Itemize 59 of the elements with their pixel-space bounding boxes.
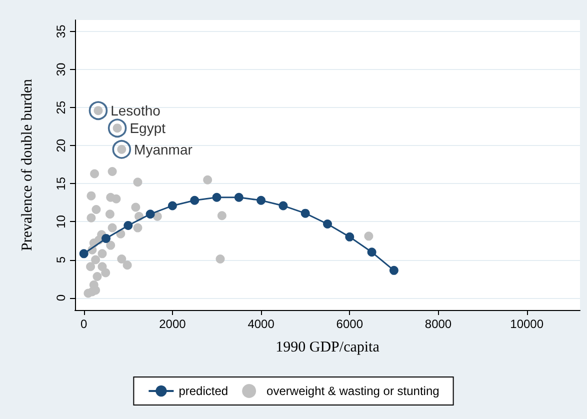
annotation: Egypt xyxy=(130,120,166,136)
point xyxy=(108,223,117,232)
y-axis-title: Prevalence of double burden xyxy=(20,78,36,252)
point xyxy=(133,178,142,187)
x-tick-label: 10000 xyxy=(510,317,544,331)
point xyxy=(90,169,100,178)
x-tick-label: 8000 xyxy=(424,317,452,331)
point xyxy=(345,232,354,242)
point xyxy=(122,260,132,270)
point xyxy=(216,254,225,264)
y-tick-label: 15 xyxy=(54,176,68,190)
point xyxy=(117,254,126,264)
point xyxy=(98,249,107,258)
point xyxy=(131,202,140,212)
legend-label: overweight & wasting or stunting xyxy=(266,384,440,398)
y-tick-label: 10 xyxy=(54,214,68,228)
point xyxy=(86,191,96,200)
point xyxy=(108,166,117,176)
y-tick-label: 35 xyxy=(54,24,68,38)
x-axis-title: 1990 GDP/capita xyxy=(276,340,380,356)
y-tick-label: 5 xyxy=(54,256,68,264)
point xyxy=(105,210,114,219)
point xyxy=(190,196,200,205)
point xyxy=(124,221,133,230)
point xyxy=(101,268,110,278)
point xyxy=(79,249,88,258)
y-tick-label: 25 xyxy=(54,100,68,114)
point xyxy=(92,272,102,282)
point xyxy=(91,255,100,264)
x-tick-label: 0 xyxy=(80,317,88,331)
point xyxy=(112,194,121,204)
point xyxy=(86,262,96,272)
point xyxy=(278,201,288,210)
point xyxy=(133,223,142,232)
point xyxy=(389,266,398,275)
point xyxy=(364,232,374,241)
point xyxy=(256,196,266,205)
annotation: Myanmar xyxy=(134,141,193,158)
point xyxy=(323,219,332,228)
point xyxy=(217,211,226,220)
x-tick-label: 2000 xyxy=(159,317,186,331)
y-tick-label: 30 xyxy=(54,62,68,76)
point xyxy=(102,234,111,243)
y-tick-label: 0 xyxy=(54,294,68,302)
point xyxy=(367,248,376,257)
y-tick-label: 20 xyxy=(54,138,68,152)
point xyxy=(92,205,101,214)
legend-label: predicted xyxy=(178,384,228,398)
point xyxy=(86,213,96,222)
point xyxy=(106,240,116,250)
point xyxy=(212,192,222,202)
annotation: Lesotho xyxy=(110,102,161,119)
x-tick-label: 6000 xyxy=(336,317,364,331)
point xyxy=(203,175,212,184)
point xyxy=(146,210,155,219)
x-tick-label: 4000 xyxy=(248,317,275,331)
point xyxy=(168,201,177,210)
point xyxy=(300,208,310,218)
point xyxy=(234,192,244,202)
